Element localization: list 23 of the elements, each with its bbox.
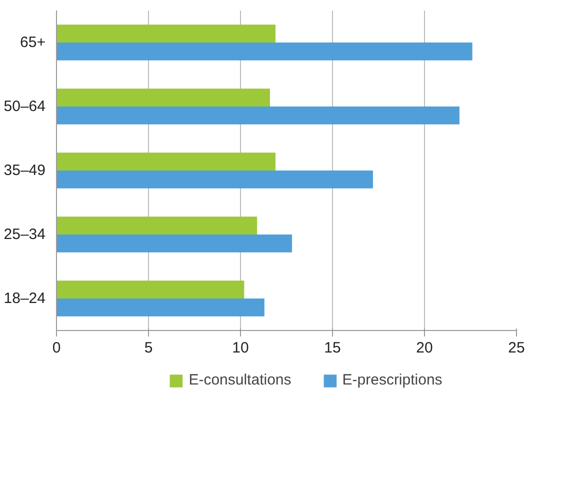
x-tick-label: 20: [416, 340, 433, 356]
x-tick-label: 0: [52, 340, 61, 356]
y-tick-label: 65+: [20, 34, 46, 51]
x-tick-label: 10: [232, 340, 249, 356]
bar: [56, 170, 373, 188]
bar: [56, 24, 276, 42]
bar: [56, 106, 460, 124]
y-tick-label: 25–34: [4, 226, 46, 243]
bar: [56, 234, 292, 252]
x-tick-label: 5: [144, 340, 153, 356]
bar: [56, 88, 270, 106]
y-tick-label: 35–49: [4, 162, 46, 179]
x-tick-label: 15: [324, 340, 341, 356]
bar: [56, 42, 472, 60]
bar: [56, 280, 244, 298]
y-tick-label: 50–64: [4, 98, 46, 115]
y-tick-label: 18–24: [4, 290, 46, 307]
legend-label: E-consultations: [188, 372, 292, 388]
bar: [56, 298, 264, 316]
x-tick-label: 25: [508, 340, 525, 356]
legend-label: E-prescriptions: [342, 372, 442, 388]
bar: [56, 152, 276, 170]
bar: [56, 216, 258, 234]
